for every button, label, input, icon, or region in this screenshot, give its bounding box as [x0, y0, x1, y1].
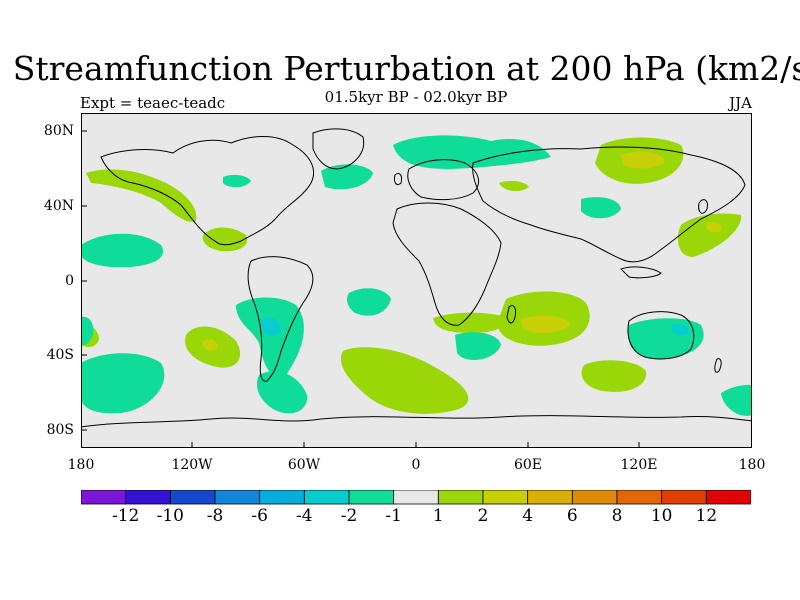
- coast-africa: [392, 202, 502, 326]
- neg-strong-australia: [671, 324, 690, 336]
- chart-title: Streamfunction Perturbation at 200 hPa (…: [12, 49, 800, 88]
- colorbar-label: -2: [340, 506, 358, 526]
- pos-strong-north-asia: [621, 151, 665, 169]
- colorbar-box: [482, 490, 529, 505]
- colorbar-label: 12: [695, 506, 718, 526]
- colorbar-label: 2: [477, 506, 489, 526]
- x-tick-label: 180: [67, 457, 95, 473]
- colorbar-label: 10: [650, 506, 673, 526]
- coastlines: [81, 128, 752, 428]
- y-tick-label: 0: [65, 273, 74, 289]
- pos-region-north-pacific: [86, 169, 197, 222]
- negative-anomaly-regions: [81, 135, 752, 416]
- coast-indonesia: [620, 266, 662, 279]
- neg-region-north-canada: [223, 174, 251, 188]
- y-tick-label: 80S: [46, 422, 74, 438]
- colorbar-box: [169, 490, 216, 505]
- colorbar: [81, 490, 751, 505]
- map-panel: [81, 113, 752, 448]
- x-tick-label: 120W: [171, 457, 213, 473]
- pos-region-middle-east: [499, 180, 529, 192]
- colorbar-box: [437, 490, 484, 505]
- colorbar-label: -4: [296, 506, 313, 526]
- pos-region-south-africa: [433, 312, 507, 333]
- coast-north-america: [100, 136, 315, 246]
- colorbar-box: [527, 490, 573, 505]
- x-tick-label: 120E: [620, 457, 658, 473]
- neg-region-south-america: [236, 297, 304, 378]
- neg-region-south-ocean-east: [721, 384, 752, 416]
- coast-asia: [472, 146, 746, 263]
- neg-region-south-ocean-chile: [256, 371, 308, 414]
- experiment-label: Expt = teaec-teadc: [80, 94, 226, 112]
- colorbar-label: -12: [111, 506, 140, 526]
- coast-antarctica: [81, 415, 752, 428]
- colorbar-label: -1: [385, 506, 402, 526]
- colorbar-box: [393, 490, 439, 505]
- coast-greenland: [312, 128, 365, 170]
- neg-region-south-atlantic-north: [347, 288, 391, 316]
- colorbar-box: [259, 490, 305, 505]
- neg-strong-south-america: [261, 317, 281, 336]
- pos-region-south-indian: [581, 360, 647, 392]
- pos-strong-west-pacific: [706, 222, 722, 233]
- colorbar-box: [616, 490, 663, 505]
- coast-madagascar: [506, 304, 516, 324]
- colorbar-label: 8: [611, 506, 623, 526]
- coast-europe: [407, 159, 480, 201]
- coast-south-america: [247, 256, 314, 382]
- colorbar-box: [125, 490, 171, 505]
- colorbar-label: -8: [206, 506, 224, 526]
- colorbar-label: -6: [251, 506, 268, 526]
- positive-strong-regions: [202, 151, 722, 351]
- positive-anomaly-regions: [81, 137, 752, 414]
- colorbar-box: [705, 490, 751, 505]
- neg-region-north-atlantic: [321, 164, 373, 190]
- colorbar-box: [303, 490, 350, 505]
- colorbar-box: [348, 490, 395, 505]
- coast-uk: [394, 172, 402, 186]
- colorbar-box: [661, 490, 707, 505]
- season-label: JJA: [729, 94, 752, 112]
- axis-ticks: [81, 130, 640, 448]
- colorbar-box: [214, 490, 261, 505]
- neg-region-south-ocean-west: [81, 353, 165, 414]
- coast-new-zealand: [714, 358, 722, 373]
- neg-region-pacific-east-small: [81, 316, 94, 345]
- colorbar-box: [81, 490, 127, 505]
- neg-region-north-pacific-mid: [81, 233, 164, 268]
- pos-region-central-america: [202, 227, 248, 252]
- x-tick-label: 60E: [513, 457, 543, 473]
- y-tick-label: 40S: [46, 347, 74, 363]
- y-tick-label: 80N: [43, 123, 74, 139]
- coast-australia: [627, 311, 695, 360]
- period-subtitle: 01.5kyr BP - 02.0kyr BP: [324, 88, 508, 106]
- neg-region-east-africa-ocean: [455, 332, 501, 360]
- colorbar-label: -10: [156, 506, 185, 526]
- colorbar-box: [571, 490, 618, 505]
- y-tick-label: 40N: [43, 198, 74, 214]
- negative-strong-regions: [261, 317, 690, 336]
- x-tick-label: 0: [411, 457, 421, 473]
- neg-region-madagascar-east: [581, 197, 621, 219]
- pos-strong-south-pacific: [202, 339, 218, 351]
- x-tick-label: 60W: [287, 457, 321, 473]
- colorbar-label: 6: [566, 506, 578, 526]
- x-tick-label: 180: [738, 457, 766, 473]
- colorbar-label: 1: [432, 506, 444, 526]
- coast-japan: [698, 199, 708, 214]
- pos-strong-indian-ocean: [521, 315, 571, 334]
- map-canvas: [81, 113, 752, 448]
- colorbar-label: 4: [522, 506, 534, 526]
- pos-region-south-atlantic: [340, 347, 469, 414]
